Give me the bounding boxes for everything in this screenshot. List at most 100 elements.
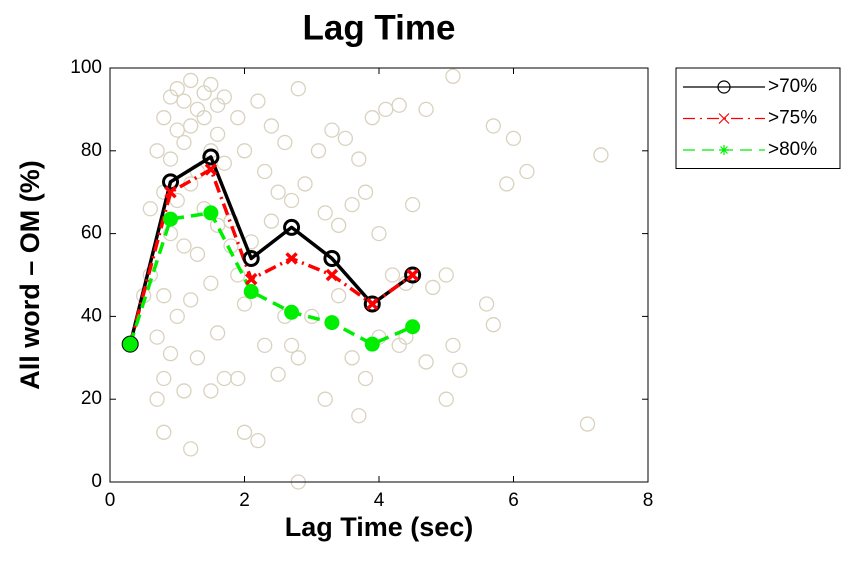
background-point [230,110,246,126]
marker [242,249,260,267]
background-point [183,441,199,457]
background-point [505,130,522,147]
y-tick-label: 80 [81,140,102,161]
background-point [250,432,266,449]
marker [325,268,339,282]
background-point [156,370,172,387]
background-point [351,408,367,424]
background-point [236,296,253,312]
background-point [156,288,172,304]
marker [406,268,419,282]
background-point [391,97,407,113]
background-point [344,196,360,213]
background-point [236,143,253,159]
marker-x [325,268,339,282]
background-point [176,134,192,151]
background-point [257,163,273,180]
background-point [277,134,293,151]
y-tick-label: 20 [81,388,102,409]
background-point [156,110,172,126]
marker [718,113,730,124]
background-point [169,308,185,325]
background-point [357,370,374,387]
background-point [149,391,165,407]
marker-dot [324,315,340,331]
background-point [169,81,185,97]
marker [719,145,729,155]
background-point [485,118,501,134]
background-point [162,151,179,167]
background-point [270,184,286,200]
y-tick-label: 0 [91,471,102,492]
background-point [142,201,159,217]
marker-dot [243,284,259,300]
background-point [203,275,219,291]
background-point [452,362,468,378]
marker-dot [405,319,421,335]
background-point [183,292,199,308]
background-point [183,72,199,89]
marker [285,252,298,265]
background-point [189,246,206,262]
marker-circle [283,218,301,236]
background-point [263,213,280,229]
marker-x [406,268,419,282]
legend-label: >70% [768,76,817,97]
background-point [203,383,219,399]
marker-circle [323,249,341,267]
marker-circle [404,266,422,284]
background-point [176,238,192,254]
marker-dot [284,304,300,320]
background-point [216,155,232,171]
background-point [438,267,454,283]
background-point [485,317,501,333]
background-point [162,346,179,362]
background-point [418,101,434,118]
background-point [317,391,333,407]
background-point [344,350,360,366]
marker-dot [122,336,138,352]
background-point [216,89,232,105]
background-point [304,308,320,325]
marker-star [719,145,729,155]
marker [163,211,179,227]
background-point [384,267,401,283]
background-point [270,366,286,383]
background-point [257,337,273,354]
marker [202,148,220,166]
x-tick-label: 8 [643,490,654,511]
marker [717,80,731,94]
y-tick-label: 40 [81,305,102,326]
marker-x [718,113,730,124]
background-point [357,184,374,200]
background-point [593,147,609,163]
marker-circle [363,295,381,313]
marker-x [244,272,258,286]
background-point [378,101,394,118]
background-point [324,122,340,138]
marker [363,295,381,313]
marker [324,315,340,331]
background-point [209,126,226,142]
marker [244,272,258,286]
background-point [438,391,454,407]
background-point [156,424,172,440]
marker-x [164,185,177,199]
x-tick-label: 2 [239,490,250,511]
background-point [418,354,434,370]
background-point [445,68,461,84]
background-point [330,217,347,233]
marker [203,205,219,221]
background-point [283,337,300,354]
background-point [176,383,192,399]
marker [283,218,301,236]
marker-x [285,252,298,265]
background-point [169,192,185,209]
marker [204,163,218,176]
background-point [149,143,165,159]
background-point [290,350,306,366]
background-point [579,416,596,432]
background-point [445,337,461,354]
marker-dot [364,336,380,352]
marker-x [366,297,379,311]
